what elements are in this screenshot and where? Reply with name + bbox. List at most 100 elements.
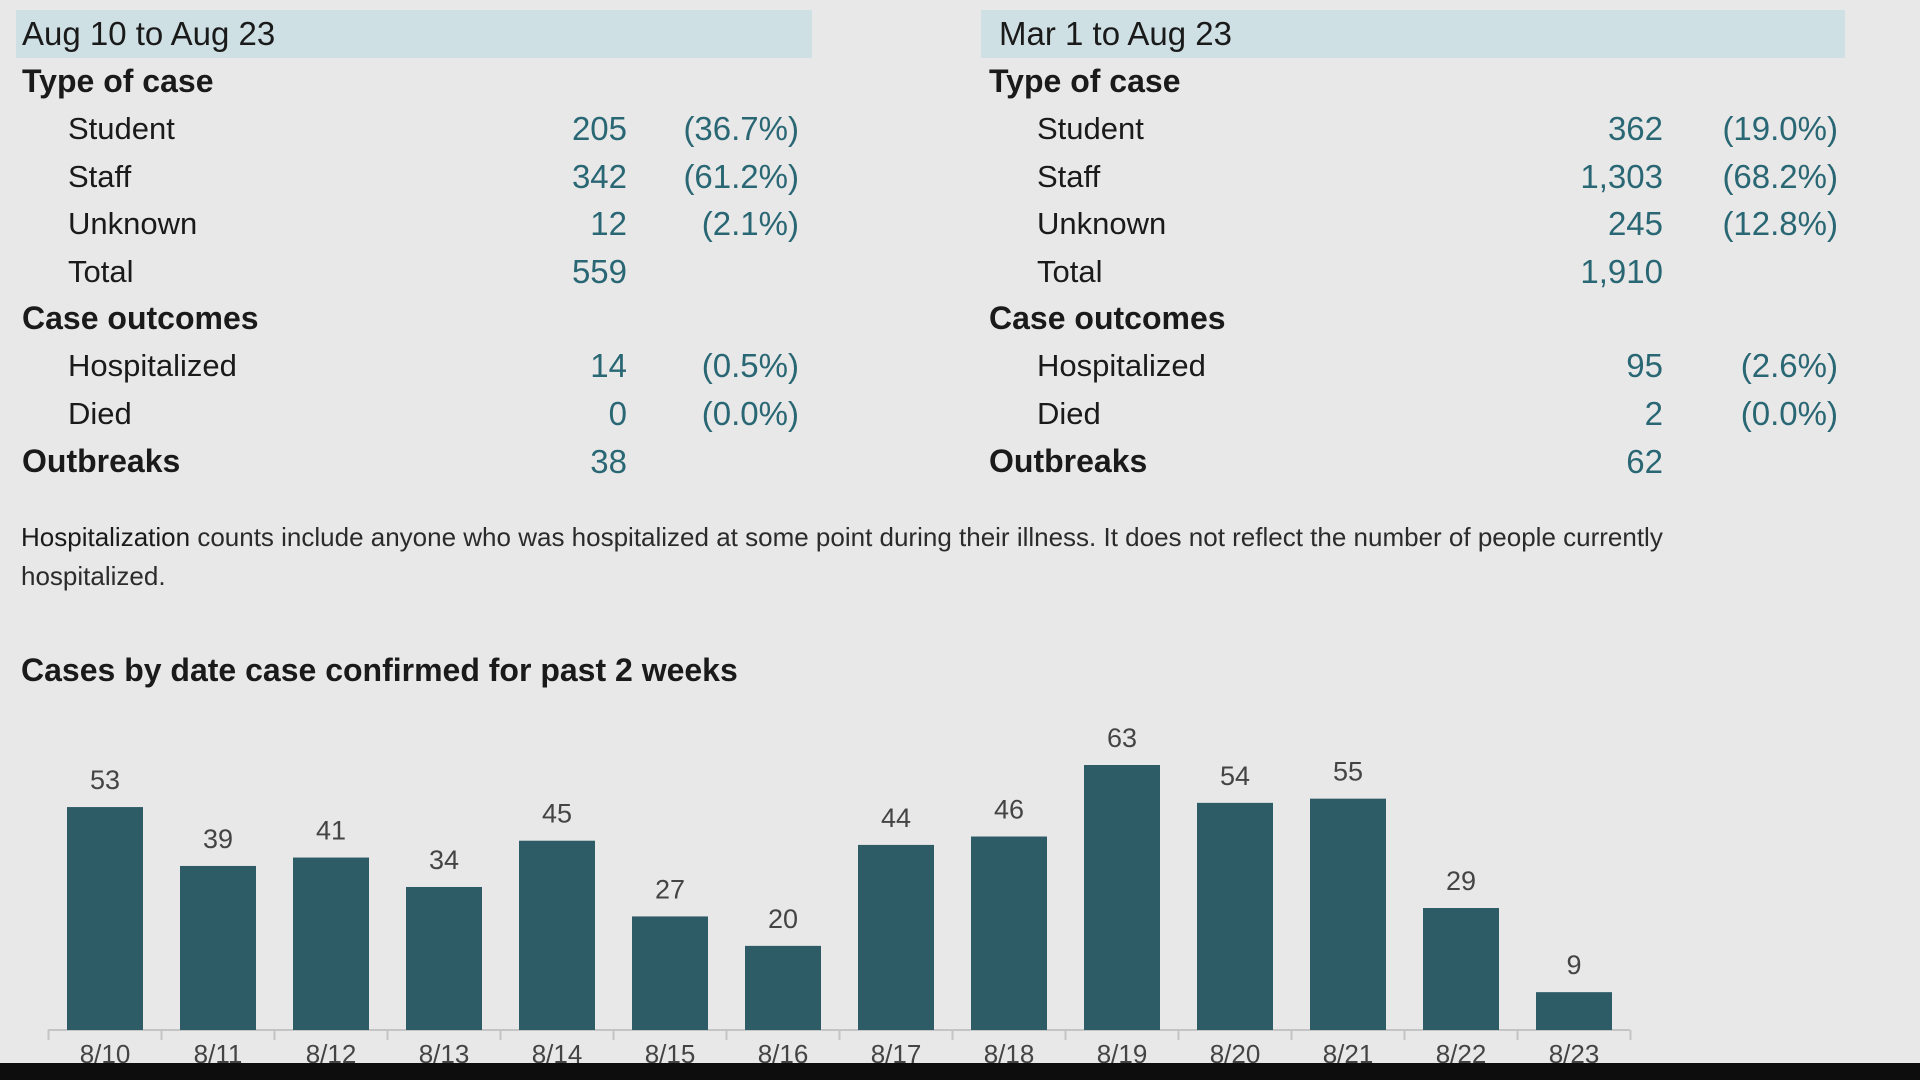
bar-8-11 [180, 865, 256, 1030]
bar-8-19 [1084, 765, 1160, 1030]
left-case-type-row: Student 205 (36.7%) [16, 105, 812, 153]
bar-value-label: 41 [316, 816, 346, 846]
left-outcome-row: Hospitalized 14 (0.5%) [16, 342, 812, 390]
right-outcome-label: Died [1037, 395, 1101, 431]
left-case-type-percent: (36.7%) [683, 110, 799, 147]
x-tick-label: 8/11 [194, 1039, 243, 1063]
right-case-type-row: Unknown 245 (12.8%) [981, 200, 1845, 248]
right-outbreaks-label: Outbreaks [989, 442, 1148, 479]
bar-value-label: 46 [994, 795, 1024, 825]
x-tick-label: 8/14 [532, 1039, 583, 1063]
right-case-type-row: Staff 1,303 (68.2%) [981, 153, 1845, 201]
bar-value-label: 27 [655, 874, 685, 904]
right-case-type-percent: (68.2%) [1722, 157, 1838, 195]
x-tick-label: 8/12 [306, 1039, 357, 1063]
right-outcome-percent: (0.0%) [1740, 394, 1838, 432]
note-bold-term: Hospitalization [21, 522, 191, 552]
right-case-type-row: Total 1,910 [981, 248, 1845, 296]
x-tick-label: 8/10 [80, 1039, 131, 1063]
x-tick-label: 8/15 [645, 1039, 696, 1063]
left-type-of-case-heading: Type of case [22, 63, 214, 99]
x-tick-label: 8/18 [984, 1039, 1035, 1063]
bar-value-label: 45 [542, 799, 572, 829]
right-case-type-percent: (19.0%) [1722, 110, 1838, 147]
bar-value-label: 53 [90, 765, 120, 795]
x-tick-label: 8/21 [1323, 1039, 1374, 1063]
bar-8-22 [1423, 908, 1499, 1030]
left-outbreaks-label: Outbreaks [22, 442, 181, 479]
x-tick-label: 8/16 [758, 1039, 809, 1063]
x-tick-label: 8/13 [419, 1039, 470, 1063]
x-tick-label: 8/20 [1210, 1039, 1261, 1063]
chart-title: Cases by date case confirmed for past 2 … [21, 652, 738, 688]
right-case-type-value: 1,910 [1580, 252, 1663, 290]
bar-value-label: 9 [1566, 950, 1581, 980]
bar-value-label: 55 [1333, 757, 1363, 787]
video-bottom-bar [0, 1063, 1920, 1080]
left-outcome-value: 14 [590, 347, 627, 385]
right-case-type-label: Total [1037, 253, 1103, 289]
left-outcome-percent: (0.0%) [701, 394, 799, 432]
left-case-type-label: Staff [68, 158, 132, 194]
x-tick-label: 8/22 [1436, 1039, 1487, 1063]
bar-8-20 [1197, 802, 1273, 1030]
left-case-type-row: Staff 342 (61.2%) [16, 153, 812, 201]
bar-8-16 [745, 945, 821, 1030]
bar-value-label: 63 [1107, 723, 1137, 753]
bar-8-18 [971, 836, 1047, 1030]
left-outcome-value: 0 [608, 394, 627, 432]
right-case-type-value: 245 [1607, 205, 1663, 243]
bar-chart: 53 8/10 39 8/11 41 8/12 34 8/13 45 8/14 27 8/15 20 8/… [47, 723, 1632, 1063]
note-text: counts include anyone who was hospitaliz… [21, 522, 1663, 591]
left-case-type-percent: (2.1%) [701, 205, 799, 243]
x-tick-label: 8/23 [1549, 1039, 1600, 1063]
left-outcome-label: Hospitalized [68, 348, 237, 384]
bar-value-label: 44 [881, 803, 911, 833]
bar-8-23 [1536, 992, 1612, 1030]
left-case-type-value: 342 [571, 157, 627, 195]
left-case-type-row: Total 559 [16, 248, 812, 296]
right-panel-header: Mar 1 to Aug 23 [981, 10, 1845, 58]
bar-8-15 [632, 916, 708, 1030]
bar-value-label: 54 [1220, 761, 1250, 791]
right-outcome-row: Died 2 (0.0%) [981, 390, 1845, 438]
left-case-type-label: Total [68, 253, 134, 289]
right-case-type-label: Student [1037, 111, 1144, 146]
right-outcome-percent: (2.6%) [1740, 347, 1838, 385]
bar-value-label: 29 [1446, 866, 1476, 896]
x-tick-label: 8/19 [1097, 1039, 1148, 1063]
bar-8-14 [519, 840, 595, 1030]
bar-8-21 [1310, 798, 1386, 1030]
right-case-type-value: 1,303 [1580, 157, 1663, 195]
left-outcome-percent: (0.5%) [701, 347, 799, 385]
left-summary-panel: Aug 10 to Aug 23 Type of case Student 205… [16, 10, 812, 485]
bar-8-12 [293, 857, 369, 1030]
left-outbreaks-value: 38 [590, 442, 627, 480]
left-case-type-value: 205 [571, 110, 627, 147]
right-outcome-label: Hospitalized [1037, 348, 1206, 384]
bar-value-label: 20 [768, 904, 798, 934]
right-outcome-value: 95 [1626, 347, 1663, 385]
left-case-type-label: Unknown [68, 206, 198, 242]
left-outcome-row: Died 0 (0.0%) [16, 390, 812, 438]
bar-8-17 [858, 844, 934, 1030]
right-outcome-value: 2 [1644, 394, 1663, 432]
right-case-outcomes-heading: Case outcomes [989, 300, 1226, 337]
right-outcome-row: Hospitalized 95 (2.6%) [981, 342, 1845, 390]
left-case-type-percent: (61.2%) [683, 157, 799, 195]
right-case-type-label: Unknown [1037, 206, 1167, 242]
right-summary-panel: Mar 1 to Aug 23 Type of case Student 362 (… [981, 10, 1845, 485]
bar-value-label: 34 [429, 845, 459, 875]
right-case-type-value: 362 [1607, 110, 1663, 147]
right-type-of-case-heading: Type of case [989, 63, 1181, 99]
right-outbreaks-row: Outbreaks 62 [989, 438, 1845, 485]
x-tick-label: 8/17 [871, 1039, 922, 1063]
left-outbreaks-row: Outbreaks 38 [22, 438, 812, 485]
right-case-type-label: Staff [1037, 158, 1101, 194]
left-case-outcomes-heading: Case outcomes [22, 300, 259, 337]
left-case-type-label: Student [68, 111, 175, 146]
left-case-type-value: 559 [571, 252, 627, 290]
bar-value-label: 39 [203, 824, 233, 854]
right-case-type-row: Student 362 (19.0%) [981, 105, 1845, 153]
right-outbreaks-value: 62 [1626, 442, 1663, 480]
